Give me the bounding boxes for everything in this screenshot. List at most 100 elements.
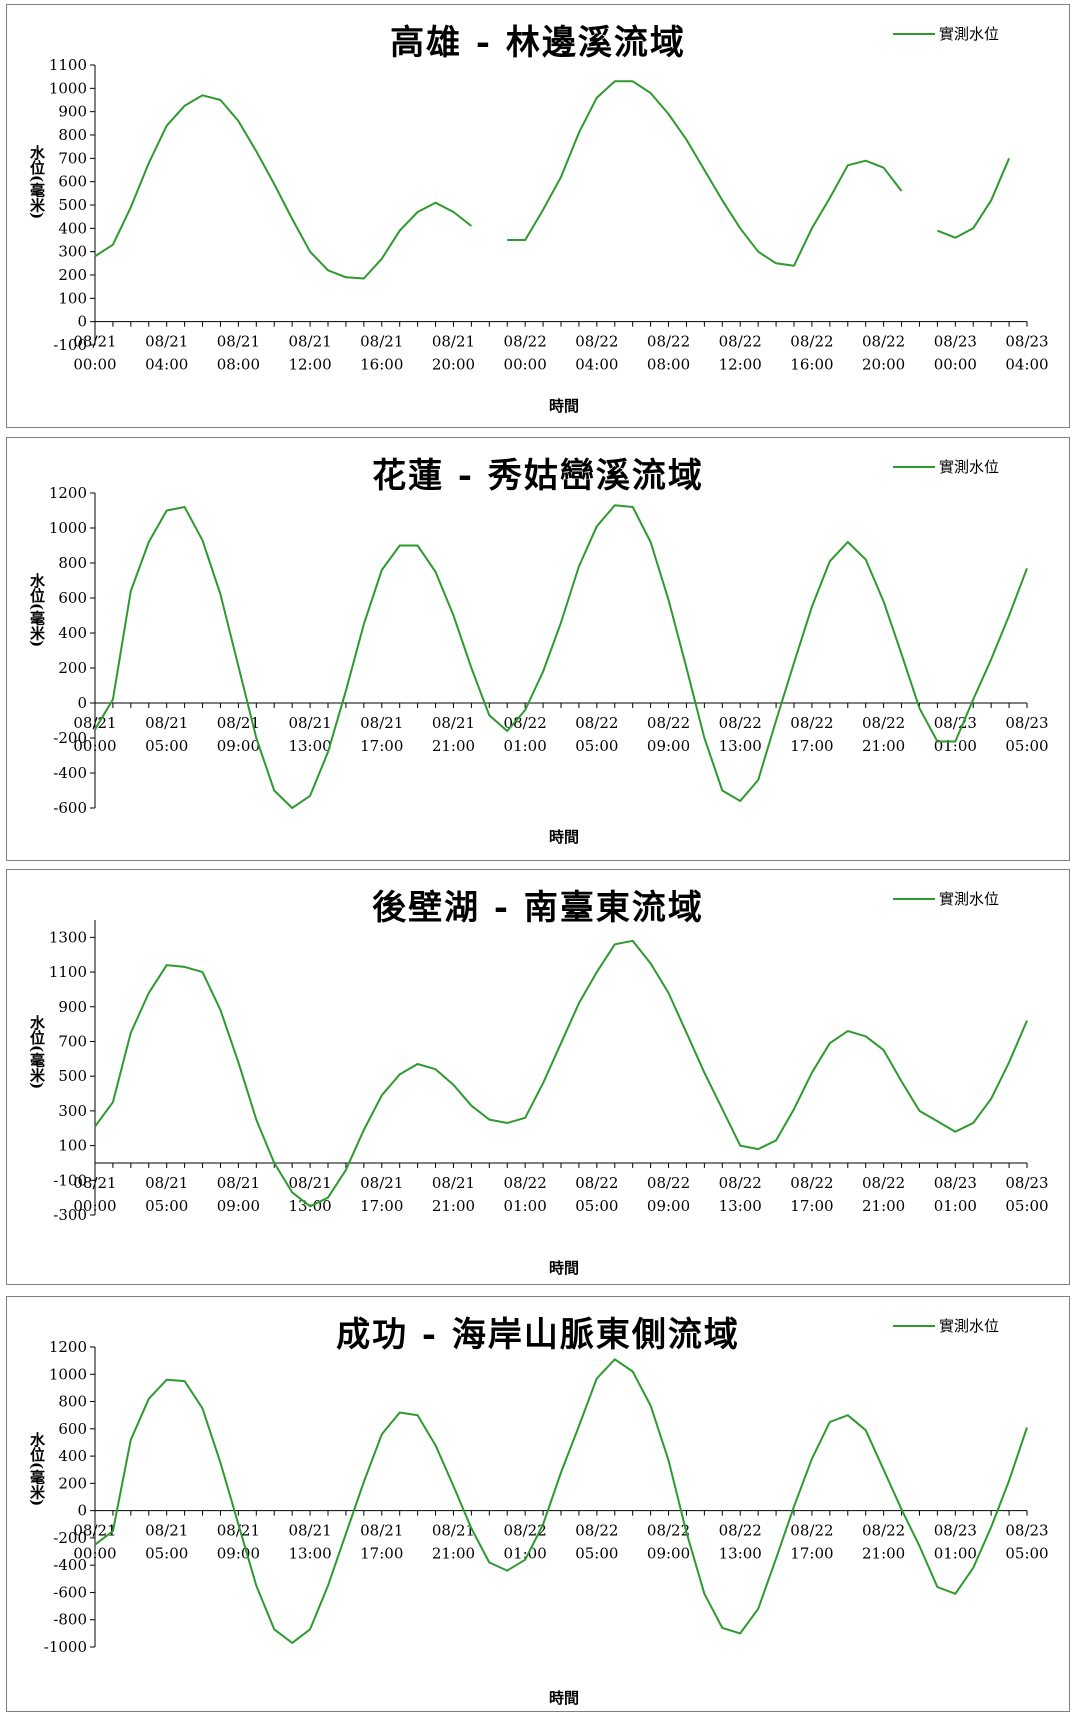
x-tick-label-time: 04:00 xyxy=(575,356,618,374)
x-tick-label-date: 08/21 xyxy=(145,1522,188,1540)
x-tick-label-date: 08/22 xyxy=(504,714,547,732)
x-tick-label-date: 08/21 xyxy=(432,333,475,351)
series-line xyxy=(94,504,1028,809)
x-tick-label-time: 01:00 xyxy=(504,737,547,755)
x-tick-label-date: 08/21 xyxy=(432,1174,475,1192)
x-tick-label-date: 08/23 xyxy=(1005,1174,1048,1192)
legend: 實測水位 xyxy=(892,1315,999,1336)
legend-line-swatch xyxy=(892,465,935,468)
x-tick-label-time: 12:00 xyxy=(719,356,762,374)
x-tick-label-date: 08/21 xyxy=(288,714,331,732)
y-tick-label: 800 xyxy=(58,554,87,572)
x-tick-label-time: 17:00 xyxy=(790,1197,833,1215)
y-tick-label: 100 xyxy=(58,289,87,307)
x-tick-label-time: 00:00 xyxy=(73,1545,116,1563)
x-tick-label-time: 21:00 xyxy=(862,737,905,755)
y-tick-label: 200 xyxy=(58,1474,87,1492)
x-tick-label-date: 08/22 xyxy=(790,333,833,351)
chart-title: 後壁湖 - 南臺東流域 xyxy=(372,888,704,928)
x-tick-label-date: 08/21 xyxy=(360,1522,403,1540)
x-tick-label-time: 01:00 xyxy=(504,1197,547,1215)
x-tick-label-date: 08/22 xyxy=(790,1522,833,1540)
x-tick-label-date: 08/21 xyxy=(432,714,475,732)
y-axis-label: 水位(毫米) xyxy=(28,1015,46,1090)
x-tick-label-time: 08:00 xyxy=(217,356,260,374)
y-axis-label: 水位(毫米) xyxy=(28,145,46,220)
x-tick-label-time: 05:00 xyxy=(1005,737,1048,755)
x-tick-label-date: 08/22 xyxy=(647,1174,690,1192)
y-axis-label: 水位(毫米) xyxy=(28,1432,46,1507)
x-tick-label-time: 08:00 xyxy=(647,356,690,374)
y-tick-label: 400 xyxy=(58,1447,87,1465)
legend-label: 實測水位 xyxy=(938,1317,999,1335)
legend-label: 實測水位 xyxy=(938,890,999,908)
x-tick-label-date: 08/21 xyxy=(288,333,331,351)
y-tick-label: 600 xyxy=(58,173,87,191)
y-tick-label: 100 xyxy=(58,1137,87,1155)
y-tick-label: -100 xyxy=(53,1171,87,1189)
x-tick-label-date: 08/22 xyxy=(719,333,762,351)
y-axis-label: 水位(毫米) xyxy=(28,573,46,648)
x-axis-label: 時間 xyxy=(549,1689,580,1707)
y-tick-label: 1200 xyxy=(49,484,87,502)
y-tick-label: -400 xyxy=(53,1556,87,1574)
x-tick-label-date: 08/23 xyxy=(934,333,977,351)
x-tick-label-date: 08/22 xyxy=(790,714,833,732)
x-tick-label-time: 12:00 xyxy=(288,356,331,374)
x-tick-label-date: 08/22 xyxy=(862,1174,905,1192)
y-tick-label: 500 xyxy=(58,196,87,214)
x-tick-label-time: 05:00 xyxy=(575,1545,618,1563)
x-tick-label-date: 08/21 xyxy=(145,714,188,732)
x-tick-label-date: 08/21 xyxy=(217,1174,260,1192)
x-tick-label-date: 08/21 xyxy=(217,1522,260,1540)
x-tick-label-time: 00:00 xyxy=(934,356,977,374)
chart-svg: -600 -400 -200 0 200 400 600 800 1000 1200 08/21 00… xyxy=(49,484,1049,817)
x-tick-label-date: 08/22 xyxy=(790,1174,833,1192)
y-tick-label: 900 xyxy=(58,103,87,121)
x-tick-label-date: 08/21 xyxy=(360,1174,403,1192)
y-tick-label: 400 xyxy=(58,219,87,237)
x-tick-label-time: 05:00 xyxy=(575,737,618,755)
y-tick-label: 600 xyxy=(58,1420,87,1438)
y-tick-label: 1100 xyxy=(49,56,87,74)
y-tick-label: 700 xyxy=(58,149,87,167)
x-tick-label-time: 21:00 xyxy=(432,1197,475,1215)
y-tick-label: 1200 xyxy=(49,1338,87,1356)
y-tick-label: 900 xyxy=(58,998,87,1016)
y-tick-label: 700 xyxy=(58,1032,87,1050)
chart-title: 花蓮 - 秀姑巒溪流域 xyxy=(372,456,704,496)
series-line xyxy=(94,80,1011,280)
y-tick-label: 1000 xyxy=(49,79,87,97)
y-tick-label: 300 xyxy=(58,243,87,261)
x-tick-label-time: 01:00 xyxy=(504,1545,547,1563)
x-tick-label-date: 08/23 xyxy=(1005,1522,1048,1540)
x-tick-label-date: 08/22 xyxy=(719,1174,762,1192)
x-tick-label-date: 08/22 xyxy=(647,333,690,351)
y-tick-label: 200 xyxy=(58,266,87,284)
x-tick-label-date: 08/22 xyxy=(504,1174,547,1192)
x-tick-label-date: 08/21 xyxy=(73,1174,116,1192)
legend-label: 實測水位 xyxy=(938,25,999,43)
legend: 實測水位 xyxy=(892,888,999,909)
x-axis-label: 時間 xyxy=(549,1259,580,1277)
x-tick-label-time: 13:00 xyxy=(719,737,762,755)
x-tick-label-time: 00:00 xyxy=(504,356,547,374)
x-tick-label-time: 05:00 xyxy=(575,1197,618,1215)
x-tick-label-time: 21:00 xyxy=(862,1197,905,1215)
y-tick-label: 200 xyxy=(58,659,87,677)
x-tick-label-date: 08/21 xyxy=(217,333,260,351)
x-tick-label-time: 17:00 xyxy=(360,1545,403,1563)
legend: 實測水位 xyxy=(892,23,999,44)
x-tick-label-time: 09:00 xyxy=(647,1545,690,1563)
y-tick-label: -800 xyxy=(53,1611,87,1629)
x-tick-label-time: 21:00 xyxy=(862,1545,905,1563)
chart-panel-houbihu: -300 -100 100 300 500 700 900 1100 1300 08/21 00:0… xyxy=(6,869,1070,1285)
x-tick-label-date: 08/22 xyxy=(575,1522,618,1540)
x-tick-label-time: 17:00 xyxy=(360,1197,403,1215)
x-tick-label-date: 08/22 xyxy=(862,714,905,732)
legend-line-swatch xyxy=(892,1324,935,1327)
x-tick-label-date: 08/22 xyxy=(504,1522,547,1540)
x-tick-label-time: 05:00 xyxy=(1005,1545,1048,1563)
x-tick-label-date: 08/22 xyxy=(575,1174,618,1192)
x-tick-label-date: 08/22 xyxy=(719,714,762,732)
